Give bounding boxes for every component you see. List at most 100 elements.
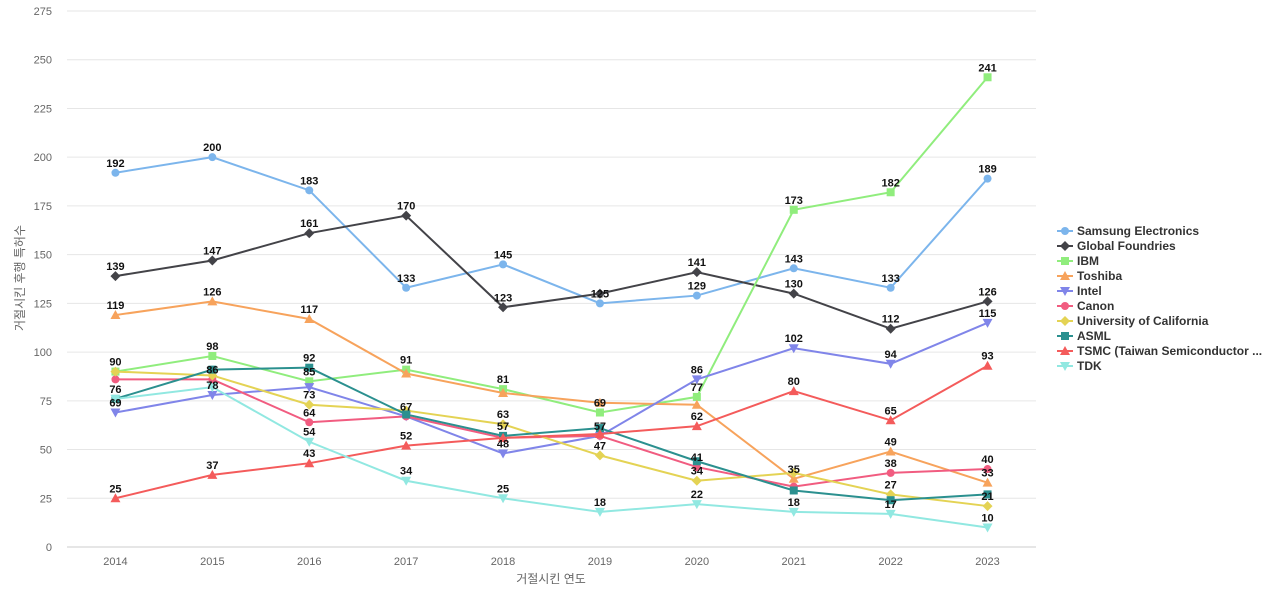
data-point-intel <box>304 383 315 393</box>
legend-marker <box>1061 302 1069 310</box>
data-label: 183 <box>300 175 318 187</box>
legend-item-global-foundries[interactable]: Global Foundries <box>1057 239 1176 253</box>
data-point-tdk <box>401 476 412 486</box>
data-label: 130 <box>785 279 803 291</box>
data-point-samsung-electronics <box>789 264 798 273</box>
data-label: 40 <box>981 454 993 466</box>
data-label: 123 <box>494 292 512 304</box>
series-line-global-foundries <box>115 214 988 330</box>
x-tick-label: 2018 <box>491 556 515 568</box>
data-label: 76 <box>109 384 121 396</box>
data-point-canon <box>886 468 895 477</box>
data-point-tsmc-taiwan-semiconductor <box>207 469 218 479</box>
data-point-global-foundries <box>110 271 121 282</box>
legend-item-canon[interactable]: Canon <box>1057 299 1114 313</box>
legend-item-samsung-electronics[interactable]: Samsung Electronics <box>1057 224 1199 238</box>
data-point-university-of-california <box>498 419 509 430</box>
data-point-samsung-electronics <box>692 291 701 300</box>
legend-item-toshiba[interactable]: Toshiba <box>1057 269 1122 283</box>
data-point-samsung-electronics <box>402 283 411 292</box>
legend-label: Canon <box>1077 299 1114 313</box>
y-tick-label: 50 <box>40 445 52 457</box>
data-label: 64 <box>303 407 316 419</box>
data-label: 69 <box>109 398 121 410</box>
data-point-toshiba <box>594 397 605 407</box>
data-label: 86 <box>206 364 218 376</box>
data-label: 77 <box>691 382 703 394</box>
data-point-intel <box>207 390 218 400</box>
data-point-samsung-electronics <box>983 174 992 183</box>
legend-item-intel[interactable]: Intel <box>1057 284 1102 298</box>
series-line-university-of-california <box>115 370 988 508</box>
series-line-tsmc-taiwan-semiconductor <box>115 364 989 500</box>
data-label: 48 <box>497 438 509 450</box>
data-label: 161 <box>300 218 318 230</box>
data-label: 241 <box>978 62 996 74</box>
data-point-university-of-california <box>304 399 315 410</box>
y-tick-label: 0 <box>46 542 52 554</box>
data-point-toshiba <box>885 446 896 456</box>
x-tick-label: 2016 <box>297 556 321 568</box>
x-tick-label: 2017 <box>394 556 418 568</box>
legend-label: TSMC (Taiwan Semiconductor ... <box>1077 344 1262 358</box>
data-point-samsung-electronics <box>305 186 314 195</box>
legend-marker <box>1060 362 1070 371</box>
data-point-global-foundries <box>304 228 315 239</box>
data-point-asml <box>983 490 992 499</box>
series-line-asml <box>115 366 988 502</box>
data-point-tsmc-taiwan-semiconductor <box>885 415 896 425</box>
data-label: 54 <box>303 427 316 439</box>
data-point-tdk <box>304 437 315 447</box>
data-label: 38 <box>885 458 897 470</box>
data-point-tsmc-taiwan-semiconductor <box>401 440 412 450</box>
data-label: 126 <box>203 286 221 298</box>
data-point-tdk <box>594 507 605 517</box>
data-label: 94 <box>885 349 898 361</box>
data-point-university-of-california <box>788 467 799 478</box>
data-point-global-foundries <box>498 302 509 313</box>
legend-item-tdk[interactable]: TDK <box>1057 359 1102 373</box>
data-point-toshiba <box>498 388 509 398</box>
data-label: 170 <box>397 201 415 213</box>
data-point-asml <box>305 363 314 372</box>
data-label: 57 <box>594 421 606 433</box>
data-point-ibm <box>692 392 701 401</box>
series-line-samsung-electronics <box>115 156 989 305</box>
data-point-samsung-electronics <box>595 299 604 308</box>
data-label: 37 <box>206 460 218 472</box>
data-point-ibm <box>789 205 798 214</box>
series-university-of-california <box>110 366 993 512</box>
legend-item-asml[interactable]: ASML <box>1057 329 1111 343</box>
legend-label: Samsung Electronics <box>1077 224 1199 238</box>
data-point-samsung-electronics <box>886 283 895 292</box>
y-tick-label: 25 <box>40 493 52 505</box>
series-toshiba <box>110 296 993 487</box>
series-line-tdk <box>115 386 988 529</box>
data-label: 18 <box>594 497 606 509</box>
data-point-intel <box>110 408 121 418</box>
data-point-tdk <box>982 523 993 533</box>
legend-label: TDK <box>1077 359 1102 373</box>
legend-marker <box>1061 332 1069 340</box>
legend-item-university-of-california[interactable]: University of California <box>1057 314 1209 328</box>
data-point-toshiba <box>207 296 218 306</box>
data-point-university-of-california <box>691 475 702 486</box>
data-label: 98 <box>206 341 218 353</box>
data-point-toshiba <box>982 477 993 487</box>
data-label: 147 <box>203 245 221 257</box>
data-label: 200 <box>203 142 221 154</box>
x-tick-label: 2014 <box>103 556 127 568</box>
data-point-tdk <box>207 383 218 393</box>
data-point-ibm <box>886 188 895 197</box>
data-label: 41 <box>691 452 703 464</box>
data-point-ibm <box>305 377 314 386</box>
data-label: 73 <box>303 390 315 402</box>
legend-item-tsmc-taiwan-semiconductor[interactable]: TSMC (Taiwan Semiconductor ... <box>1057 344 1262 358</box>
legend-item-ibm[interactable]: IBM <box>1057 254 1099 268</box>
data-label: 47 <box>594 440 606 452</box>
data-label: 21 <box>981 491 993 503</box>
data-point-asml <box>402 410 411 419</box>
